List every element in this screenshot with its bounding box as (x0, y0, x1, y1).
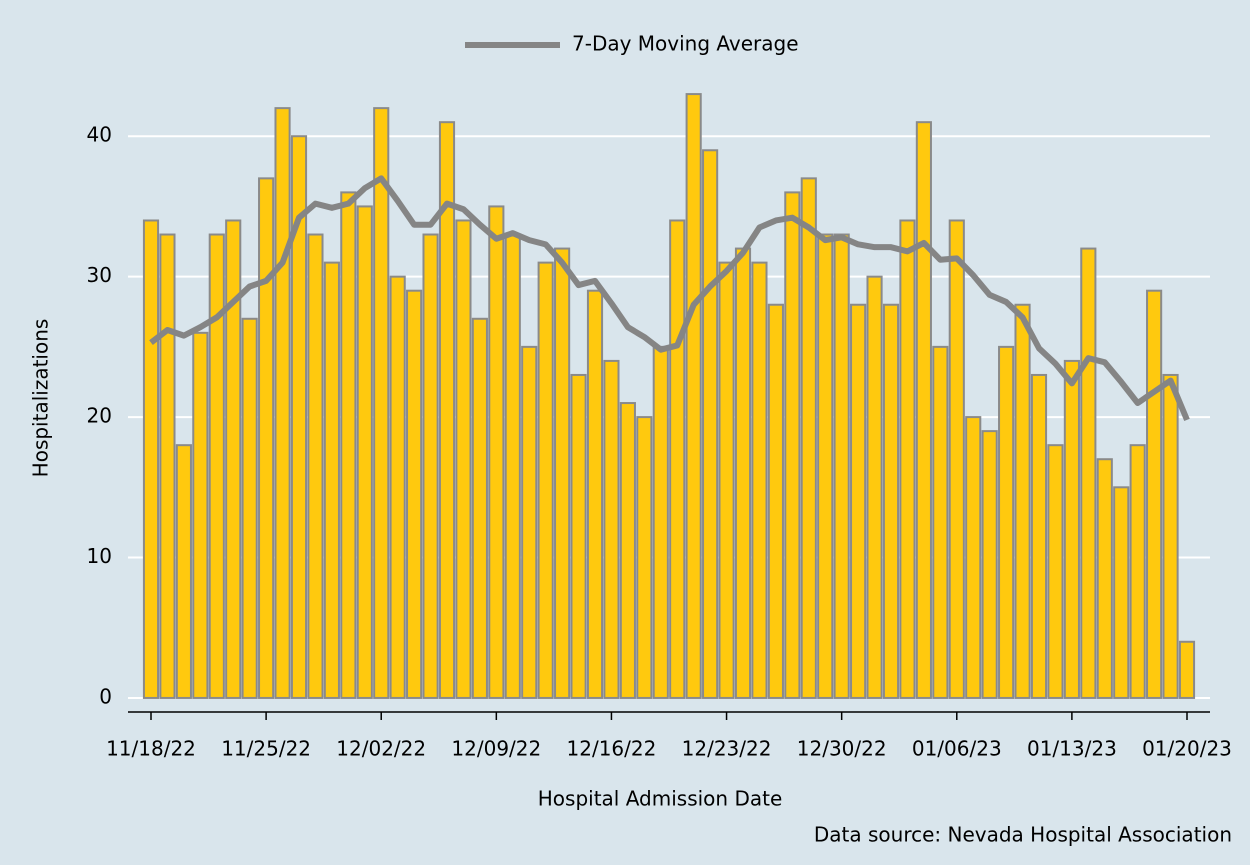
bar (882, 303, 900, 699)
bar (998, 345, 1015, 699)
bar (800, 177, 817, 699)
y-tick-label: 40 (87, 123, 112, 147)
bar (290, 135, 308, 699)
y-tick-label: 10 (87, 544, 112, 568)
bar (1162, 373, 1179, 699)
bar (504, 233, 521, 699)
bar (241, 317, 258, 699)
bar (850, 303, 867, 699)
bar (981, 430, 998, 699)
bar (603, 359, 620, 699)
bar (455, 219, 472, 699)
bar (389, 275, 406, 699)
x-tick-label: 12/02/22 (336, 737, 426, 761)
bar (438, 121, 456, 699)
bar (767, 303, 784, 699)
bar (915, 121, 932, 699)
y-tick-label: 0 (99, 684, 112, 708)
bar (175, 444, 192, 699)
bar (422, 233, 439, 699)
x-tick-label: 11/18/22 (106, 737, 196, 761)
bar (586, 289, 604, 699)
bar (702, 149, 719, 699)
bar (1146, 289, 1163, 699)
bar (899, 219, 916, 699)
bar (1113, 486, 1130, 699)
bar (537, 261, 554, 699)
bar (274, 107, 291, 699)
x-axis-label: Hospital Admission Date (538, 787, 783, 811)
bar (948, 219, 965, 699)
bar (636, 416, 653, 699)
bar (570, 373, 587, 699)
x-tick-label: 01/13/23 (1027, 737, 1117, 761)
x-tick-label: 12/09/22 (451, 737, 541, 761)
legend-label: 7-Day Moving Average (572, 32, 799, 56)
bar (669, 219, 686, 699)
y-tick-label: 30 (87, 263, 112, 287)
bar (192, 331, 209, 699)
bar (734, 247, 752, 699)
bar (619, 402, 636, 699)
bar (159, 233, 176, 699)
bar (521, 345, 538, 699)
moving-average-line (149, 175, 1190, 422)
bar (751, 261, 768, 699)
bar (340, 191, 357, 699)
bar (225, 219, 242, 699)
x-tick-label: 11/25/22 (221, 737, 311, 761)
bar (718, 261, 735, 699)
y-tick-label: 20 (87, 404, 112, 428)
bar (652, 345, 669, 699)
x-tick-label: 01/06/23 (912, 737, 1002, 761)
bar (554, 247, 571, 699)
bar (1014, 303, 1031, 699)
x-tick-label: 01/20/23 (1142, 737, 1232, 761)
bar (1096, 458, 1113, 699)
bar (1063, 359, 1080, 699)
bar (471, 317, 488, 699)
bar (373, 107, 390, 699)
bar (323, 261, 340, 699)
y-axis-label: Hospitalizations (29, 319, 53, 478)
bar (1047, 444, 1064, 699)
x-tick-label: 12/30/22 (797, 737, 887, 761)
bar (1080, 247, 1097, 699)
bar (1030, 373, 1048, 699)
bar (356, 205, 373, 699)
bar (307, 233, 324, 699)
bar (208, 233, 225, 699)
bar (406, 289, 423, 699)
bar (488, 205, 505, 699)
bar (142, 219, 160, 699)
bar (932, 345, 949, 699)
bar (833, 233, 850, 699)
x-tick-label: 12/16/22 (567, 737, 657, 761)
bar (965, 416, 982, 699)
bar (685, 93, 702, 699)
source-note: Data source: Nevada Hospital Association (814, 823, 1232, 847)
bar (1129, 444, 1146, 699)
x-tick-label: 12/23/22 (682, 737, 772, 761)
bar (784, 191, 801, 699)
bar (1178, 640, 1196, 699)
bar (817, 233, 834, 699)
bar (866, 275, 883, 699)
bar (258, 177, 275, 699)
